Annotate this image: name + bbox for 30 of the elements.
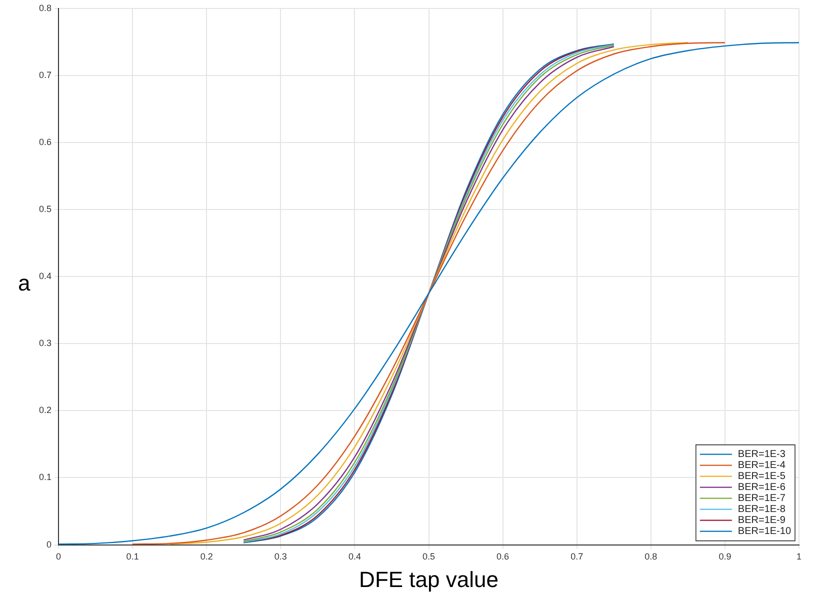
y-tick-label: 0.5	[38, 204, 52, 214]
legend-label: BER=1E-10	[738, 526, 792, 538]
y-tick-label: 0.2	[38, 405, 52, 416]
x-tick-label: 0	[56, 552, 62, 562]
legend-label: BER=1E-9	[738, 515, 786, 526]
y-tick-label: 0.3	[38, 338, 52, 348]
x-tick-label: 0.4	[348, 552, 361, 562]
legend-label: BER=1E-4	[738, 460, 786, 472]
y-tick-label: 0.7	[38, 70, 52, 80]
x-tick-label: 0.3	[274, 552, 287, 562]
y-tick-label: 0.8	[38, 2, 52, 13]
x-tick-label: 0.1	[126, 552, 139, 562]
legend-label: BER=1E-3	[738, 449, 786, 460]
y-tick-label: 0.4	[38, 271, 52, 282]
y-tick-label: 0.6	[38, 136, 52, 147]
legend-label: BER=1E-7	[738, 493, 786, 504]
x-axis-title: DFE tap value	[359, 566, 498, 592]
x-tick-label: 0.6	[496, 552, 510, 562]
x-tick-label: 0.5	[422, 552, 436, 562]
legend-label: BER=1E-6	[738, 482, 786, 494]
x-tick-label: 1	[796, 552, 802, 562]
y-tick-label: 0	[46, 539, 52, 550]
x-tick-label: 0.9	[718, 552, 732, 562]
x-tick-label: 0.2	[200, 552, 213, 562]
x-tick-label: 0.7	[570, 552, 584, 562]
x-tick-label: 0.8	[644, 552, 658, 562]
y-tick-label: 0.1	[38, 472, 52, 482]
y-axis-title: a	[18, 270, 31, 296]
legend-label: BER=1E-8	[738, 504, 786, 516]
legend-label: BER=1E-5	[738, 471, 786, 482]
